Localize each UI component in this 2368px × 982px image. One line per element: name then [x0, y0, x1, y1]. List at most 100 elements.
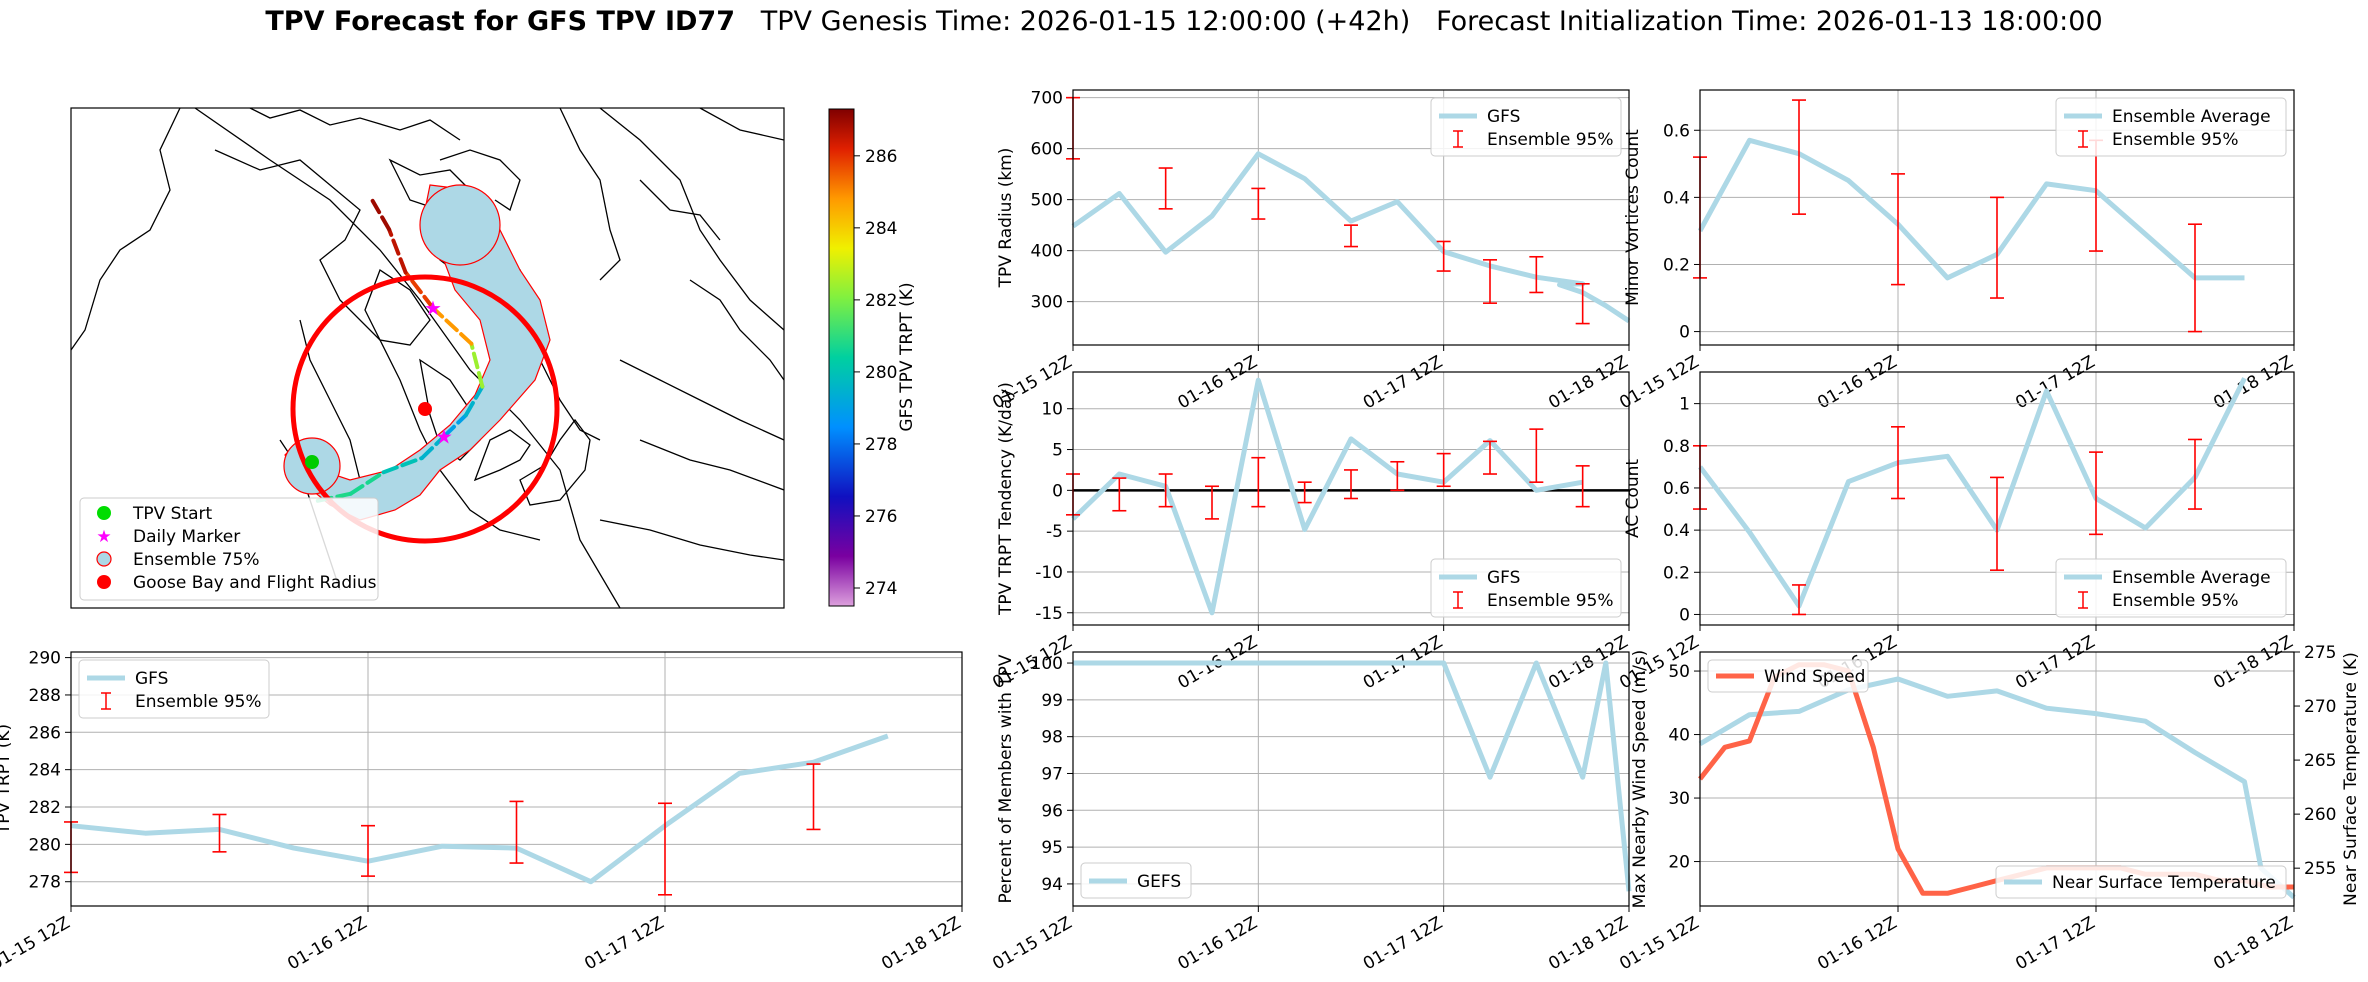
legend-label: Ensemble 95% [2112, 591, 2239, 611]
y-tick-label: 10 [1041, 400, 1063, 420]
track-segment [370, 198, 392, 232]
plot-frame [1699, 651, 2295, 907]
y-tick-label: 0.2 [1663, 255, 1690, 275]
legend-label: GEFS [1137, 872, 1181, 892]
plot-frame [70, 651, 963, 907]
goose-bay-flight-radius [290, 274, 560, 544]
y2-tick-label: 260 [2304, 805, 2336, 825]
x-tick-label: 01-18 12Z [1545, 913, 1631, 974]
legend-label: TPV Start [132, 504, 213, 524]
colorbar-label: GFS TPV TRPT (K) [897, 282, 917, 431]
y-tick-label: 0 [1679, 605, 1690, 625]
y-tick-label: 286 [29, 723, 61, 743]
track-segment [469, 341, 485, 389]
x-tick-label: 01-16 12Z [1175, 352, 1261, 413]
y2-axis-label: Near Surface Temperature (K) [2341, 652, 2361, 906]
plot-frame [1699, 89, 2295, 346]
x-tick-label: 01-18 12Z [2210, 632, 2296, 693]
y-tick-label: 40 [1668, 726, 1690, 746]
figure-title: TPV Forecast for GFS TPV ID77 TPV Genesi… [0, 6, 2368, 37]
chart-legend: GEFS [1080, 862, 1192, 899]
x-tick-label: 01-18 12Z [1545, 352, 1631, 413]
y-tick-label: 278 [29, 873, 61, 893]
chart-legend: GFS Ensemble 95% [78, 659, 270, 719]
colorbar-tick-label: 284 [865, 219, 897, 239]
plot-frame [1699, 371, 2295, 626]
x-tick-label: 01-18 12Z [878, 913, 964, 974]
colorbar-tick-label: 278 [865, 435, 897, 455]
y-tick-label: 20 [1668, 853, 1690, 873]
x-tick-label: 01-17 12Z [581, 913, 667, 974]
legend-goose-bay-swatch [97, 575, 111, 589]
x-tick-label: 01-15 12Z [989, 913, 1075, 974]
series-line [1073, 660, 1632, 892]
plot-frame [1072, 651, 1630, 907]
y2-tick-label: 265 [2304, 751, 2336, 771]
chart-minor: 00.20.40.601-15 12Z 01-16 12Z 01-17 12Z 01-… [1616, 89, 2297, 413]
y-axis-label: TPV TRPT Tendency (K/day) [996, 382, 1016, 616]
y-tick-label: 5 [1052, 441, 1063, 461]
y-tick-label: 0.6 [1663, 479, 1690, 499]
legend-label: Wind Speed [1764, 667, 1865, 687]
colorbar-tick-label: 282 [865, 291, 897, 311]
track-segment [348, 470, 386, 496]
y-tick-label: 290 [29, 649, 61, 669]
chart-percent: 94 95 96 97 98 99 100 01-15 12Z 01-16 12Z 01-17 1… [989, 651, 1632, 974]
track-segment [387, 227, 408, 275]
wind-legend: Wind Speed [1707, 659, 1869, 693]
x-tick-label: 01-17 12Z [2012, 913, 2098, 974]
legend-box [1080, 862, 1192, 899]
y-tick-label: -5 [1046, 522, 1063, 542]
ensemble-75-north-blob [419, 184, 501, 266]
series-line [1071, 377, 1584, 616]
y-tick-label: 300 [1031, 293, 1063, 313]
y-tick-label: 700 [1031, 89, 1063, 109]
x-tick-label: 01-16 12Z [284, 913, 370, 974]
y-tick-label: 500 [1031, 191, 1063, 211]
y-tick-label: -10 [1035, 563, 1063, 583]
x-tick-label: 01-16 12Z [1814, 352, 1900, 413]
y2-tick-label: 255 [2304, 859, 2336, 879]
legend-box [2055, 558, 2287, 618]
y2-tick-label: 270 [2304, 697, 2336, 717]
y-axis-label: TPV Radius (km) [996, 148, 1016, 289]
y-tick-label: 0.2 [1663, 563, 1690, 583]
tpv-track [315, 198, 485, 503]
track-segment [463, 384, 485, 418]
y-tick-label: 288 [29, 686, 61, 706]
y-tick-label: 0.4 [1663, 188, 1690, 208]
colorbar-tick-label: 276 [865, 507, 897, 527]
track-segment [381, 456, 425, 475]
y-axis-label: Max Nearby Wind Speed (m/s) [1630, 650, 1650, 909]
x-tick-label: 01-15 12Z [1616, 913, 1702, 974]
legend-label: Ensemble Average [2112, 107, 2271, 127]
series-line [1698, 377, 2247, 609]
track-segment [441, 413, 468, 439]
y-tick-label: 0.4 [1663, 521, 1690, 541]
track-segment [420, 434, 446, 460]
y-axis-label: TPV TRPT (K) [0, 724, 14, 835]
chart-legend: GFS Ensemble 95% [1430, 97, 1622, 157]
legend-label: Near Surface Temperature [2052, 873, 2276, 893]
daily-marker-star: ★ [424, 296, 442, 320]
chart-wind-temp: 20 30 40 50 255 260 265 270 275 01-15 12Z 01-16 12… [1616, 643, 2361, 974]
legend-box [2055, 97, 2287, 157]
legend-label: Ensemble 75% [133, 550, 260, 570]
y-tick-label: 1 [1679, 395, 1690, 415]
legend-label: Ensemble 95% [1487, 130, 1614, 150]
map-track-layer: ★★ [283, 184, 560, 544]
legend-label: Ensemble 95% [2112, 130, 2239, 150]
plot-frame [1072, 89, 1630, 346]
series-line [1697, 137, 2245, 281]
legend-tpv-start-swatch [97, 506, 111, 520]
y-axis-label: AC Count [1623, 459, 1643, 538]
legend-label: Daily Marker [133, 527, 240, 547]
colorbar-tick-label: 280 [865, 363, 897, 383]
y-axis-label: Minor Vortices Count [1623, 129, 1643, 306]
chart-legend: GFS Ensemble 95% [1430, 558, 1622, 618]
legend-box [1995, 865, 2287, 899]
legend-box [1707, 659, 1869, 693]
series-line [70, 733, 889, 885]
x-tick-label: 01-15 12Z [0, 913, 74, 974]
